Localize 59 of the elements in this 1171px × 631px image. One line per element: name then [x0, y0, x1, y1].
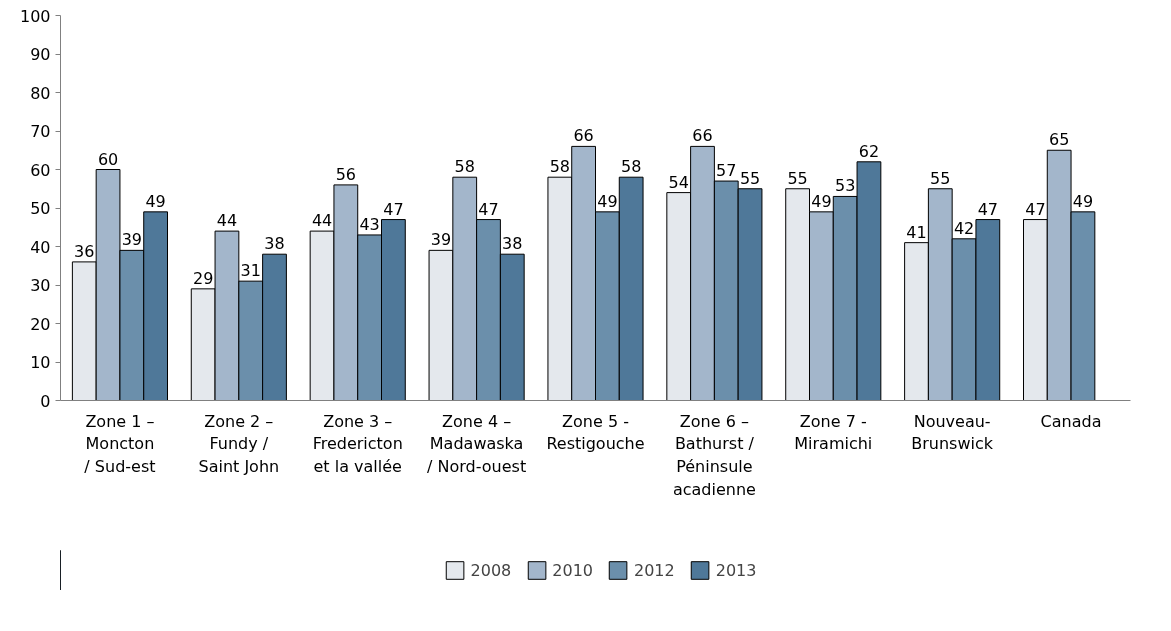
data-label: 58: [549, 157, 571, 177]
y-tick-label: 100: [19, 6, 51, 26]
data-label: 57: [716, 161, 737, 181]
legend-label: 2008: [470, 560, 512, 580]
data-label: 56: [335, 164, 357, 184]
x-tick-label: Canada: [1040, 411, 1102, 431]
data-label: 36: [74, 241, 95, 261]
data-label: 49: [145, 191, 166, 211]
data-label: 49: [1072, 191, 1094, 211]
data-label: 58: [454, 157, 475, 177]
data-label: 49: [811, 191, 832, 211]
data-label: 39: [430, 230, 452, 250]
data-label: 47: [478, 199, 499, 219]
data-label: 47: [1025, 199, 1046, 219]
data-label: 38: [502, 234, 523, 254]
data-label: 65: [1048, 130, 1070, 150]
data-label: 66: [573, 126, 594, 146]
data-label: 38: [264, 234, 285, 254]
data-label: 58: [620, 157, 642, 177]
data-label: 54: [668, 172, 689, 192]
legend-label: 2013: [715, 560, 757, 580]
data-label: 43: [359, 214, 380, 234]
data-label: 31: [240, 261, 261, 281]
x-tick-label: Zone 2 – Fundy / Saint John: [198, 411, 280, 477]
y-tick-label: 20: [30, 314, 51, 334]
y-tick-label: 0: [40, 391, 51, 411]
data-label: 41: [906, 222, 927, 242]
data-label: 39: [121, 230, 143, 250]
y-tick-label: 70: [30, 122, 51, 141]
data-label: 55: [739, 168, 761, 188]
x-tick-label: Nouveau- Brunswick: [911, 411, 994, 454]
data-label: 49: [597, 191, 618, 211]
y-tick-label: 60: [30, 160, 51, 180]
data-label: 60: [97, 149, 119, 169]
y-tick-label: 30: [30, 276, 51, 295]
y-tick-label: 10: [30, 353, 51, 372]
data-label: 44: [216, 211, 238, 231]
data-label: 55: [930, 168, 951, 188]
data-label: 44: [311, 211, 333, 231]
x-tick-label: Zone 3 – Fredericton et la vallée: [312, 411, 403, 477]
legend-label: 2010: [552, 560, 593, 580]
data-label: 29: [192, 268, 214, 288]
data-label: 47: [977, 199, 999, 219]
x-tick-label: Zone 7 - Miramichi: [794, 411, 873, 454]
data-label: 66: [692, 126, 713, 146]
data-label: 53: [834, 176, 856, 196]
x-tick-label: Zone 6 – Bathurst / Péninsule acadienne: [672, 411, 756, 499]
legend-label: 2012: [634, 560, 675, 580]
y-tick-label: 40: [30, 237, 51, 257]
x-tick-label: Zone 4 – Madawaska / Nord-ouest: [427, 411, 527, 477]
y-tick-label: 90: [30, 45, 51, 64]
y-tick-label: 50: [30, 199, 51, 218]
data-label: 55: [787, 168, 808, 188]
data-label: 47: [383, 199, 404, 219]
x-tick-label: Zone 1 – Moncton / Sud-est: [84, 411, 156, 477]
x-tick-label: Zone 5 - Restigouche: [546, 411, 645, 454]
y-tick-label: 80: [30, 83, 51, 103]
data-label: 42: [953, 218, 975, 238]
data-label: 62: [858, 141, 880, 161]
